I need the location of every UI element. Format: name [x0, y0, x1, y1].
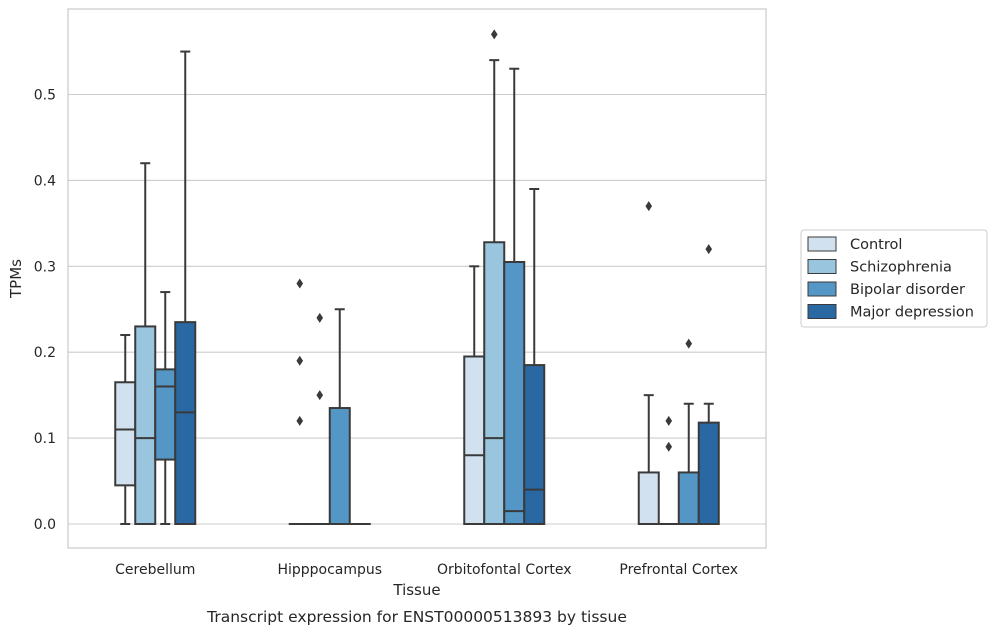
y-tick-label: 0.1 — [34, 431, 56, 447]
legend-swatch — [807, 236, 837, 252]
box — [523, 364, 546, 525]
legend-swatch — [807, 259, 837, 274]
box-group — [503, 67, 526, 525]
y-axis-label: TPMs — [7, 259, 25, 299]
outlier-point — [316, 312, 324, 323]
x-tick-labels: Cerebellum Hipppocampus Orbitofontal Corte… — [115, 562, 738, 578]
legend-swatch — [807, 281, 837, 297]
x-tick-label: Cerebellum — [115, 562, 195, 578]
outlier-point — [665, 415, 673, 426]
outlier-point — [645, 201, 653, 212]
outlier-point — [665, 441, 673, 452]
box-group — [677, 338, 700, 525]
y-tick-label: 0.5 — [34, 88, 56, 104]
outlier-point — [685, 338, 693, 349]
y-tick-label: 0.2 — [34, 345, 56, 361]
y-tick-labels: 0.0 0.1 0.2 0.3 0.4 0.5 — [34, 88, 56, 534]
x-axis-label: Tissue — [392, 581, 440, 599]
legend-swatch — [807, 304, 837, 319]
plot-frame — [67, 8, 767, 549]
figure-caption: Transcript expression for ENST0000051389… — [206, 608, 627, 626]
x-tick-label: Prefrontal Cortex — [619, 562, 738, 578]
box-group — [483, 29, 506, 526]
x-tick-label: Orbitofontal Cortex — [437, 562, 572, 578]
outlier-point — [705, 244, 713, 255]
y-tick-label: 0.3 — [34, 259, 56, 275]
box-group — [523, 187, 546, 525]
box-group — [114, 334, 137, 525]
box-group — [154, 291, 177, 525]
box-group — [657, 415, 680, 526]
legend-label: Control — [850, 237, 902, 253]
outlier-point — [316, 390, 324, 401]
outlier-point — [296, 278, 304, 289]
outlier-point — [490, 29, 498, 40]
box-group — [697, 244, 720, 525]
box — [174, 321, 197, 526]
box-group — [288, 278, 311, 526]
box — [483, 241, 506, 526]
box-group — [463, 265, 486, 525]
outlier-point — [296, 355, 304, 366]
legend-label: Major depression — [850, 305, 974, 321]
box — [503, 261, 526, 525]
box-group — [328, 308, 351, 525]
legend-frame — [800, 229, 988, 328]
box-group — [174, 50, 197, 526]
box-group — [637, 201, 660, 525]
legend-label: Schizophrenia — [850, 260, 952, 276]
box — [328, 407, 351, 525]
box — [154, 368, 177, 461]
box — [677, 471, 700, 525]
box — [114, 381, 137, 487]
box — [134, 325, 157, 525]
box-series — [114, 29, 720, 526]
legend: Control Schizophrenia Bipolar disorder Majo… — [800, 229, 988, 328]
y-tick-label: 0.4 — [34, 173, 56, 189]
box — [637, 471, 660, 525]
outlier-point — [296, 415, 304, 426]
box-group — [308, 312, 331, 526]
box-group — [134, 162, 157, 525]
legend-label: Bipolar disorder — [850, 282, 965, 298]
box — [697, 421, 720, 525]
box — [463, 355, 486, 525]
y-tick-label: 0.0 — [34, 517, 56, 533]
x-tick-label: Hipppocampus — [277, 562, 382, 578]
